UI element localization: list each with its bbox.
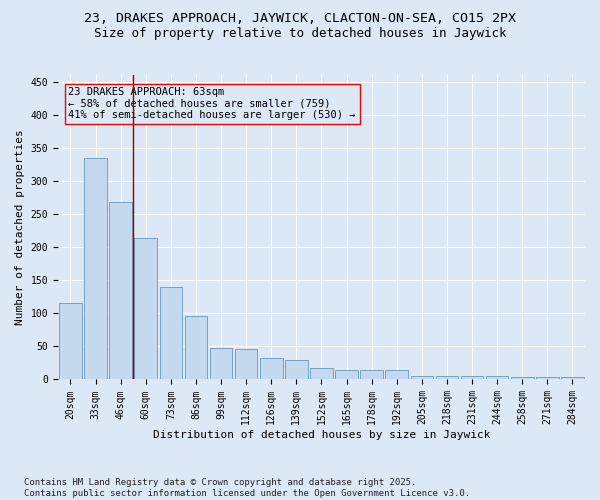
Bar — [285, 360, 308, 380]
X-axis label: Distribution of detached houses by size in Jaywick: Distribution of detached houses by size … — [153, 430, 490, 440]
Bar — [385, 370, 408, 380]
Y-axis label: Number of detached properties: Number of detached properties — [15, 130, 25, 325]
Bar — [235, 349, 257, 380]
Text: 23 DRAKES APPROACH: 63sqm
← 58% of detached houses are smaller (759)
41% of semi: 23 DRAKES APPROACH: 63sqm ← 58% of detac… — [68, 87, 356, 120]
Bar — [109, 202, 132, 380]
Bar — [134, 238, 157, 380]
Bar — [511, 377, 533, 380]
Bar — [260, 358, 283, 380]
Bar — [185, 316, 207, 380]
Bar — [410, 376, 433, 380]
Bar — [461, 376, 484, 380]
Bar — [361, 370, 383, 380]
Text: Size of property relative to detached houses in Jaywick: Size of property relative to detached ho… — [94, 28, 506, 40]
Text: Contains HM Land Registry data © Crown copyright and database right 2025.
Contai: Contains HM Land Registry data © Crown c… — [24, 478, 470, 498]
Bar — [59, 304, 82, 380]
Bar — [536, 377, 559, 380]
Bar — [436, 376, 458, 380]
Text: 23, DRAKES APPROACH, JAYWICK, CLACTON-ON-SEA, CO15 2PX: 23, DRAKES APPROACH, JAYWICK, CLACTON-ON… — [84, 12, 516, 26]
Bar — [160, 287, 182, 380]
Bar — [486, 376, 508, 380]
Bar — [561, 377, 584, 380]
Bar — [310, 368, 333, 380]
Bar — [84, 158, 107, 380]
Bar — [335, 370, 358, 380]
Bar — [210, 348, 232, 380]
